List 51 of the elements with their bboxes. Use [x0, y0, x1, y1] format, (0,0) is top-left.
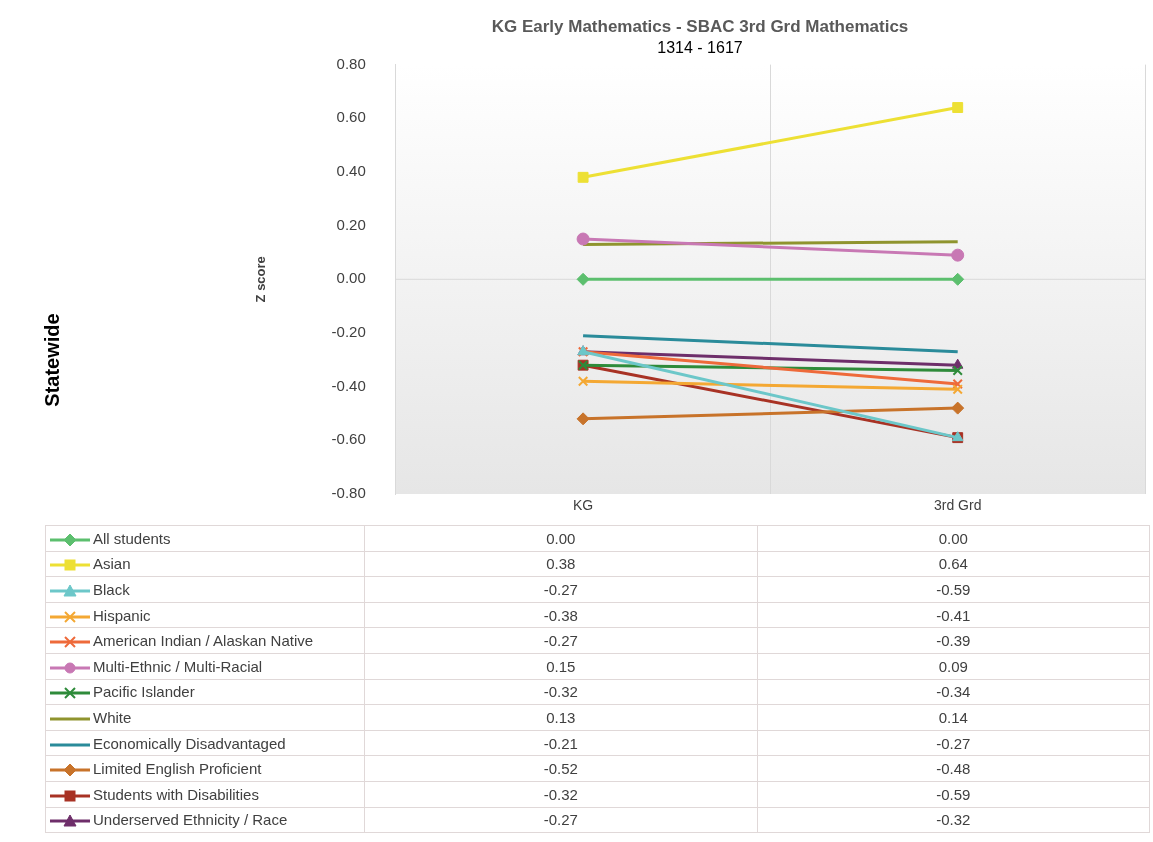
y-tick-label: 0.40: [336, 162, 366, 180]
data-label: -0.27: [364, 627, 757, 654]
chart-subtitle: 1314 - 1617: [657, 39, 743, 57]
legend-label: Hispanic: [93, 606, 151, 624]
legend-label: All students: [93, 529, 171, 547]
y-axis-title: Z score: [253, 256, 269, 303]
data-label: -0.39: [757, 627, 1150, 654]
data-label: -0.52: [364, 755, 757, 782]
chart-title: KG Early Mathematics - SBAC 3rd Grd Mathematics: [491, 16, 909, 36]
y-tick-label: 0.80: [336, 54, 366, 72]
y-tick-label: 0.20: [336, 215, 366, 233]
data-label: 0.13: [364, 704, 757, 731]
legend-label: Black: [93, 580, 130, 598]
y-tick-label: -0.60: [331, 430, 366, 448]
legend-label: Underserved Ethnicity / Race: [93, 811, 288, 829]
data-label: -0.59: [757, 576, 1150, 603]
data-label: 0.64: [757, 551, 1150, 577]
data-label: 0.14: [757, 704, 1150, 731]
x-tick-label: KG: [572, 497, 594, 514]
legend-label: Asian: [93, 555, 131, 573]
data-label: -0.59: [757, 781, 1150, 808]
data-label: -0.38: [364, 602, 757, 628]
legend-label: Multi-Ethnic / Multi-Racial: [93, 657, 263, 675]
legend-label: Limited English Proficient: [93, 760, 262, 778]
text: Statewide: [40, 313, 64, 407]
legend-label: Economically Disadvantaged: [93, 734, 286, 752]
data-label: 0.09: [757, 653, 1150, 680]
data-label: -0.21: [364, 730, 757, 756]
x-tick-label: 3rd Grd: [933, 497, 982, 514]
data-label: 0.15: [364, 653, 757, 680]
y-tick-label: -0.40: [331, 376, 366, 394]
data-label: -0.32: [364, 679, 757, 705]
legend-label: Students with Disabilities: [93, 785, 259, 803]
y-tick-label: 0.00: [336, 269, 366, 287]
data-label: 0.38: [364, 551, 757, 577]
y-tick-label: 0.60: [336, 108, 366, 126]
data-label: -0.27: [364, 807, 757, 833]
data-label: -0.32: [757, 807, 1150, 833]
data-label: 0.00: [757, 525, 1150, 552]
y-tick-label: -0.20: [331, 323, 366, 341]
data-label: -0.48: [757, 755, 1150, 782]
y-tick-label: -0.80: [331, 484, 366, 502]
data-label: -0.41: [757, 602, 1150, 628]
data-label: -0.34: [757, 679, 1150, 705]
legend-label: Pacific Islander: [93, 683, 195, 701]
legend-label: American Indian / Alaskan Native: [93, 632, 314, 650]
data-label: -0.32: [364, 781, 757, 808]
legend-label: White: [93, 708, 132, 726]
data-label: -0.27: [364, 576, 757, 603]
data-label: -0.27: [757, 730, 1150, 756]
data-label: 0.00: [364, 525, 757, 552]
